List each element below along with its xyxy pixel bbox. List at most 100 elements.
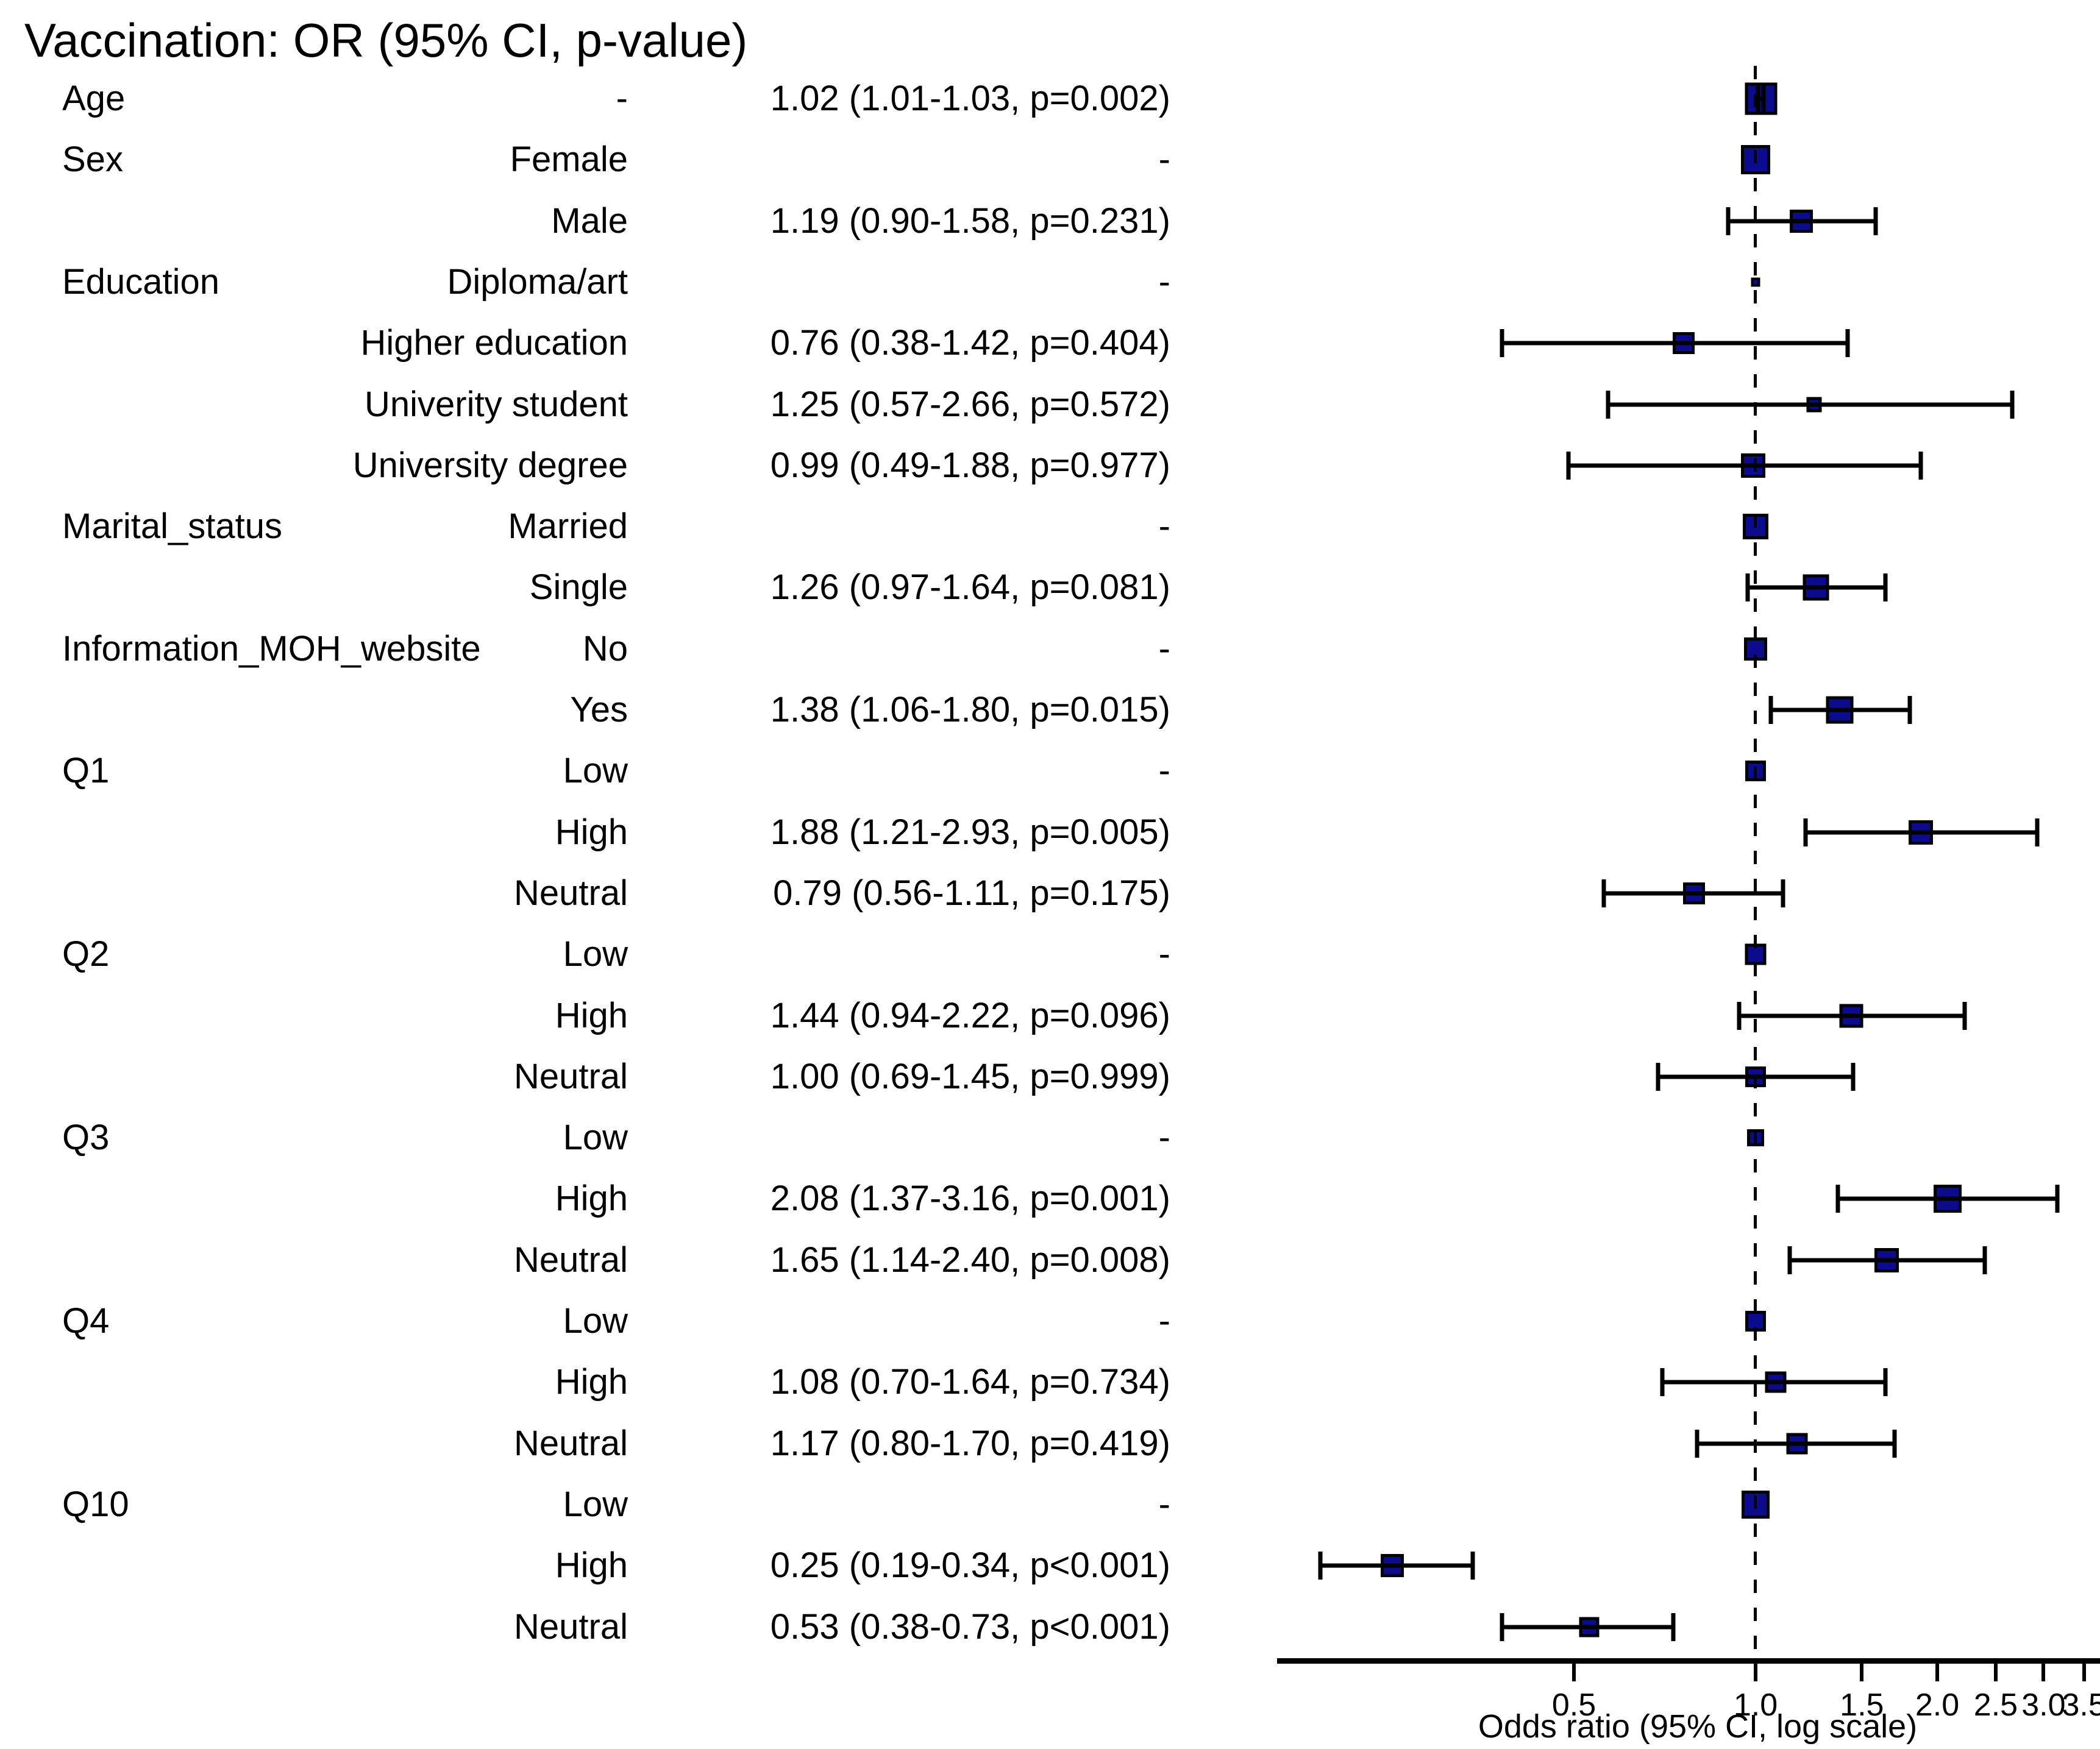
row-variable-label: Marital_status — [62, 506, 283, 547]
row-level-label: Higher education — [360, 323, 628, 363]
ci-cap-high — [1845, 329, 1850, 358]
row-level-label: University degree — [352, 445, 628, 485]
row-level-label: Low — [563, 934, 628, 974]
ci-whisker — [1838, 1196, 2057, 1201]
row-estimate-label: 1.19 (0.90-1.58, p=0.231) — [770, 200, 1170, 241]
ci-cap-low — [1768, 696, 1773, 724]
ci-whisker — [1697, 1441, 1895, 1446]
ci-cap-high — [1873, 207, 1878, 235]
ci-whisker — [1501, 341, 1848, 346]
row-estimate-label: 1.44 (0.94-2.22, p=0.096) — [770, 995, 1170, 1035]
x-axis-tick — [2041, 1663, 2046, 1681]
ci-cap-low — [1660, 1368, 1665, 1397]
row-level-label: Low — [563, 1118, 628, 1158]
ci-cap-high — [1918, 451, 1923, 480]
ci-cap-low — [1500, 329, 1504, 358]
ci-cap-low — [1745, 573, 1750, 602]
row-estimate-label: 0.25 (0.19-0.34, p<0.001) — [770, 1545, 1170, 1586]
ci-cap-low — [1803, 818, 1808, 846]
ci-cap-low — [1787, 1246, 1792, 1274]
ci-cap-low — [1835, 1185, 1840, 1213]
x-axis-tick — [1860, 1663, 1864, 1681]
ci-whisker — [1568, 463, 1921, 468]
row-level-label: Single — [529, 567, 628, 608]
x-axis-tick — [2082, 1663, 2086, 1681]
row-level-label: Diploma/art — [447, 261, 628, 302]
x-axis-tick-label: 0.5 — [1551, 1687, 1596, 1723]
row-variable-label: Q4 — [62, 1301, 110, 1341]
x-axis-tick-label: 1.5 — [1840, 1687, 1884, 1723]
ci-whisker — [1805, 830, 2038, 835]
row-estimate-label: 1.00 (0.69-1.45, p=0.999) — [770, 1056, 1170, 1096]
row-level-label: Low — [563, 751, 628, 791]
ci-cap-high — [1962, 1001, 1967, 1030]
row-estimate-label: - — [1158, 140, 1170, 180]
row-estimate-label: 1.38 (1.06-1.80, p=0.015) — [770, 690, 1170, 729]
row-estimate-label: - — [1158, 1118, 1170, 1158]
ci-whisker — [1790, 1258, 1985, 1263]
ci-cap-high — [1892, 1429, 1897, 1458]
ci-cap-low — [1606, 390, 1611, 419]
ci-whisker — [1771, 708, 1910, 712]
row-level-label: - — [616, 79, 628, 118]
row-estimate-label: 0.99 (0.49-1.88, p=0.977) — [770, 445, 1170, 485]
row-estimate-label: - — [1158, 751, 1170, 791]
row-level-label: Low — [563, 1484, 628, 1524]
ci-cap-low — [1756, 85, 1760, 113]
row-estimate-label: 1.26 (0.97-1.64, p=0.081) — [770, 567, 1170, 608]
row-estimate-label: 1.65 (1.14-2.40, p=0.008) — [770, 1240, 1170, 1280]
ci-cap-low — [1726, 207, 1731, 235]
row-estimate-label: 1.08 (0.70-1.64, p=0.734) — [770, 1362, 1170, 1402]
x-axis-tick-label: 3.5 — [2062, 1687, 2100, 1723]
x-axis-tick-label: 3.0 — [2021, 1687, 2066, 1723]
row-level-label: Univerity student — [365, 384, 628, 424]
row-variable-label: Q2 — [62, 934, 110, 974]
ci-cap-high — [1907, 696, 1912, 724]
ci-whisker — [1728, 219, 1876, 224]
row-level-label: High — [555, 995, 628, 1035]
ci-cap-low — [1656, 1062, 1660, 1091]
ci-whisker — [1608, 402, 2012, 406]
row-variable-label: Q10 — [62, 1484, 129, 1524]
row-level-label: Neutral — [514, 1423, 628, 1463]
row-estimate-label: - — [1158, 934, 1170, 974]
row-level-label: Neutral — [514, 1240, 628, 1280]
ci-cap-high — [1851, 1062, 1856, 1091]
ci-cap-high — [1470, 1552, 1475, 1580]
x-axis-tick — [1571, 1663, 1576, 1681]
ci-cap-high — [1982, 1246, 1987, 1274]
row-variable-label: Sex — [62, 140, 123, 180]
row-level-label: Neutral — [514, 1606, 628, 1647]
row-level-label: Married — [508, 506, 628, 547]
ci-cap-high — [1883, 573, 1888, 602]
row-variable-label: Information_MOH_website — [62, 628, 481, 669]
ci-cap-high — [1761, 85, 1766, 113]
x-axis-tick-label: 2.5 — [1973, 1687, 2018, 1723]
ci-cap-high — [1671, 1612, 1676, 1641]
ci-cap-high — [2055, 1185, 2060, 1213]
row-variable-label: Age — [62, 79, 126, 118]
row-level-label: High — [555, 1179, 628, 1219]
ci-cap-high — [2035, 818, 2040, 846]
row-estimate-label: - — [1158, 1484, 1170, 1524]
x-axis-tick — [1993, 1663, 1998, 1681]
row-level-label: Neutral — [514, 1056, 628, 1096]
x-axis-tick — [1754, 1663, 1757, 1681]
row-level-label: High — [555, 1362, 628, 1402]
row-level-label: Neutral — [514, 873, 628, 913]
ci-cap-high — [2010, 390, 2015, 419]
ci-cap-low — [1566, 451, 1571, 480]
ci-whisker — [1662, 1380, 1885, 1385]
row-estimate-label: 1.02 (1.01-1.03, p=0.002) — [770, 79, 1170, 118]
row-level-label: Yes — [570, 690, 628, 729]
row-estimate-label: - — [1158, 1301, 1170, 1341]
ci-cap-low — [1601, 879, 1606, 907]
ci-whisker — [1320, 1563, 1473, 1568]
row-estimate-label: 1.25 (0.57-2.66, p=0.572) — [770, 384, 1170, 424]
x-axis-line — [1277, 1658, 2100, 1664]
row-level-label: Male — [551, 200, 628, 241]
row-level-label: High — [555, 1545, 628, 1586]
ci-cap-low — [1500, 1612, 1504, 1641]
figure-title: Vaccination: OR (95% CI, p-value) — [24, 13, 748, 67]
